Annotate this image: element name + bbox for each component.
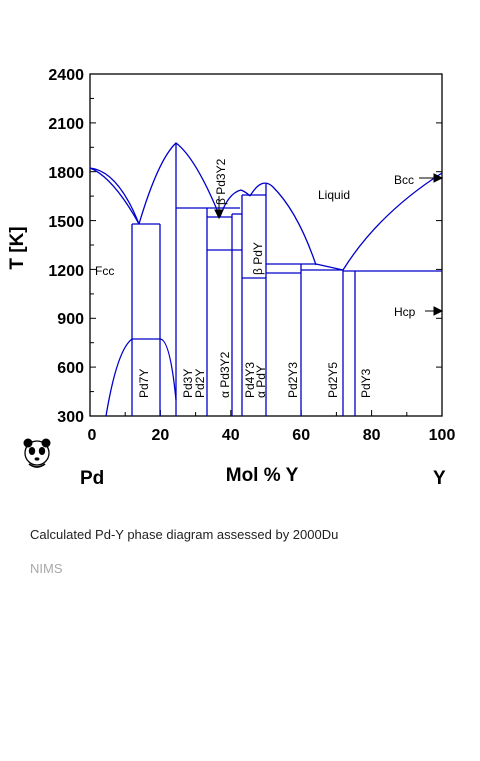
y-tick-label: 2100 — [48, 116, 84, 133]
y-ticks — [90, 97, 442, 393]
y-tick-label: 600 — [57, 360, 84, 377]
region-fcc-label: Fcc — [95, 264, 114, 278]
x-tick-label: 60 — [292, 427, 310, 444]
source-label: NIMS — [30, 561, 63, 576]
phase-label-pd2y5: Pd2Y5 — [326, 362, 340, 398]
y-tick-label: 2400 — [48, 67, 84, 84]
x-axis-title: Mol % Y — [226, 465, 299, 486]
endpoint-right-label: Y — [433, 468, 446, 489]
phase-label-pd2y3: Pd2Y3 — [286, 362, 300, 398]
x-tick-label: 0 — [88, 427, 97, 444]
region-bcc-label: Bcc — [394, 173, 414, 187]
region-hcp-label: Hcp — [394, 305, 416, 319]
panda-logo-icon — [23, 438, 51, 468]
figure-caption: Calculated Pd-Y phase diagram assessed b… — [30, 527, 339, 542]
phase-label-beta-pdy: β PdY — [251, 242, 265, 275]
phase-diagram: 2400 2100 1800 1500 1200 900 600 300 0 2… — [7, 67, 456, 489]
y-tick-label: 1200 — [48, 263, 84, 280]
x-tick-label: 40 — [222, 427, 240, 444]
phase-label-beta-pd3y2: β Pd3Y2 — [214, 158, 228, 205]
phase-label-alpha-pdy: α PdY — [254, 365, 268, 398]
x-tick-label: 100 — [429, 427, 456, 444]
y-tick-label: 1500 — [48, 214, 84, 231]
annotation-arrows — [214, 173, 444, 316]
y-axis-title: T [K] — [7, 226, 28, 269]
phase-label-pd4y3: Pd4Y3 — [243, 362, 257, 398]
phase-label-pd7y: Pd7Y — [137, 369, 151, 398]
y-tick-label: 900 — [57, 311, 84, 328]
x-tick-label: 80 — [363, 427, 381, 444]
phase-label-pd3y: Pd3Y — [181, 369, 195, 398]
region-liquid-label: Liquid — [318, 188, 350, 202]
phase-label-pdy3: PdY3 — [359, 368, 373, 398]
y-tick-label: 300 — [57, 409, 84, 426]
endpoint-left-label: Pd — [80, 468, 104, 489]
phase-label-alpha-pd3y2: α Pd3Y2 — [218, 351, 232, 398]
phase-label-pd2y: Pd2Y — [193, 369, 207, 398]
x-tick-label: 20 — [152, 427, 170, 444]
y-tick-label: 1800 — [48, 165, 84, 182]
